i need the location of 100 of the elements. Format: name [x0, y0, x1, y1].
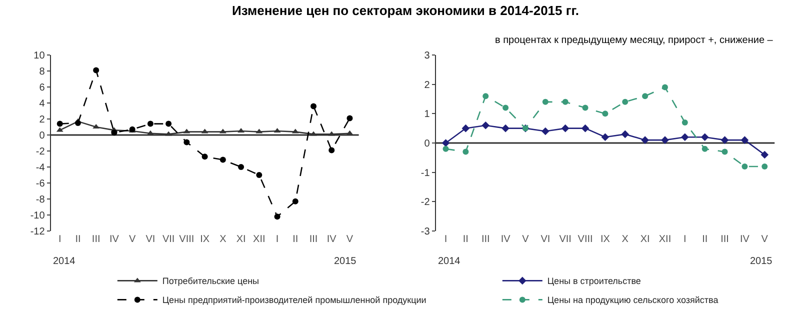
x-tick-label: IV: [500, 234, 511, 245]
y-tick-label: 2: [39, 114, 46, 126]
point: [760, 150, 769, 159]
point: [720, 136, 729, 144]
x-tick-label: XII: [253, 234, 266, 245]
x-tick-label: V: [522, 234, 530, 245]
x-tick-label: IV: [109, 234, 120, 245]
x-tick-label: X: [622, 234, 629, 245]
x-tick-label: I: [276, 234, 279, 245]
y-tick-label: 3: [424, 50, 430, 62]
x-tick-label: IV: [740, 234, 750, 245]
point: [641, 136, 649, 144]
x-tick-label: II: [462, 234, 468, 245]
point: [582, 104, 588, 111]
point: [462, 124, 470, 132]
chart-subtitle: в процентах к предыдущему месяцу, прирост +, снижение –: [495, 35, 774, 46]
x-tick-label: XI: [236, 234, 246, 245]
point: [702, 146, 708, 152]
y-tick-label: 1: [424, 109, 430, 120]
legend-label: Потребительские цены: [162, 276, 260, 286]
point: [661, 136, 669, 144]
legend-label: Цены в строительстве: [547, 276, 641, 286]
x-tick-label: I: [684, 234, 686, 245]
point: [328, 147, 335, 154]
point: [621, 130, 630, 138]
x-tick-label: X: [220, 234, 227, 245]
point: [74, 120, 81, 126]
x-tick-label: I: [58, 234, 62, 245]
y-tick-label: -4: [36, 162, 46, 174]
point: [482, 93, 489, 100]
x-tick-label: III: [481, 234, 490, 245]
point: [762, 163, 768, 170]
point: [700, 133, 709, 142]
point: [740, 136, 749, 144]
x-tick-label: VI: [146, 234, 156, 245]
point: [601, 133, 610, 142]
point: [310, 131, 317, 136]
x-tick-label: IX: [200, 234, 210, 245]
point: [166, 120, 172, 127]
x-tick-label: II: [75, 234, 81, 245]
x-tick-label: IV: [326, 234, 337, 245]
point: [292, 198, 298, 204]
point: [562, 98, 568, 105]
point: [56, 120, 63, 127]
x-tick-label: I: [444, 234, 448, 245]
x-tick-label: VIII: [179, 234, 194, 245]
point: [682, 119, 688, 126]
point: [256, 172, 262, 178]
point: [742, 163, 748, 170]
point: [111, 130, 118, 136]
x-tick-label: V: [128, 234, 136, 245]
point: [184, 139, 190, 146]
point: [502, 124, 510, 132]
y-tick-label: -1: [420, 168, 430, 179]
x-tick-label: XII: [658, 234, 672, 245]
point: [581, 124, 590, 132]
point: [602, 110, 608, 117]
point: [622, 98, 628, 105]
point: [482, 122, 490, 130]
x-tick-label: VII: [162, 234, 175, 245]
x-tick-label: III: [720, 234, 729, 245]
point: [93, 67, 100, 74]
legend-label: Цены на продукцию сельского хозяйства: [547, 295, 718, 306]
y-tick-label: -8: [36, 194, 46, 206]
point: [442, 139, 450, 147]
x-tick-label: VIII: [578, 234, 593, 245]
text: 2014: [438, 256, 461, 267]
y-tick-label: -10: [30, 210, 46, 222]
y-tick-label: -3: [420, 226, 430, 238]
y-tick-label: -2: [36, 146, 46, 158]
x-tick-label: V: [346, 234, 354, 245]
x-tick-label: II: [292, 234, 298, 245]
y-tick-label: 8: [39, 66, 46, 78]
x-tick-label: III: [92, 234, 100, 245]
point: [542, 98, 548, 105]
x-tick-label: XI: [640, 234, 650, 245]
point: [346, 115, 353, 122]
y-tick-label: 4: [39, 98, 46, 110]
y-tick-label: 2: [424, 80, 430, 91]
point: [220, 156, 226, 163]
point: [561, 124, 570, 132]
point: [310, 103, 317, 110]
point: [681, 133, 689, 142]
point: [662, 84, 668, 90]
point: [542, 127, 550, 136]
point: [442, 146, 449, 152]
x-tick-label: VII: [559, 234, 572, 245]
point: [502, 104, 509, 111]
text: Изменение цен по секторам экономики в 2014-2015 гг.: [232, 3, 580, 18]
point: [147, 120, 154, 127]
text: 2014: [53, 256, 76, 267]
x-tick-label: VI: [540, 234, 550, 245]
x-tick-label: V: [761, 234, 768, 245]
x-tick-label: III: [309, 234, 318, 245]
x-tick-label: II: [702, 234, 708, 245]
point: [642, 93, 648, 100]
text: 2015: [750, 256, 773, 267]
point: [722, 148, 728, 155]
x-tick-label: IX: [600, 234, 610, 245]
y-tick-label: 6: [39, 82, 46, 94]
